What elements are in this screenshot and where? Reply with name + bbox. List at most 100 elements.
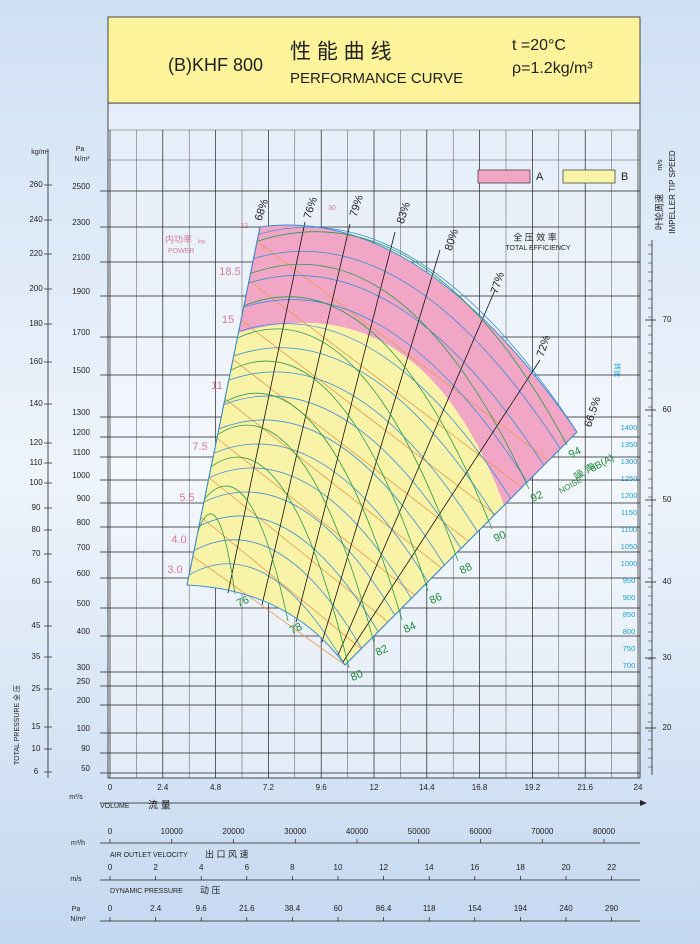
power-line — [256, 241, 549, 461]
flow-h-label: 80000 — [593, 827, 616, 836]
flow-h-label: 60000 — [469, 827, 492, 836]
kg-tick-label: 180 — [29, 319, 43, 328]
rpm-label: 750 — [623, 644, 636, 653]
speed-curve — [258, 226, 578, 433]
x-tick-label: 2.4 — [157, 783, 169, 792]
noise-curve — [243, 296, 493, 530]
x-tick-label: 7.2 — [263, 783, 275, 792]
kg-tick-label: 80 — [32, 525, 41, 534]
velocity-tick-label: 10 — [334, 863, 343, 872]
kg-tick-label: 15 — [32, 722, 41, 731]
tip-speed-label: 60 — [663, 405, 672, 414]
noise-curve — [210, 456, 350, 669]
power-label: 7.5 — [192, 441, 207, 453]
x-tick-label: 12 — [370, 783, 379, 792]
pa-tick-label: 2300 — [72, 218, 90, 227]
x-tick-label: 21.6 — [577, 783, 593, 792]
x-tick-label: 24 — [634, 783, 643, 792]
kg-tick-label: 140 — [29, 399, 43, 408]
pa-tick-label: 90 — [81, 744, 90, 753]
noise-label: 78 — [288, 621, 304, 637]
pa-tick-label: 100 — [77, 724, 91, 733]
speed-curve — [213, 443, 429, 582]
efficiency-line — [261, 223, 351, 606]
rpm-label: 1150 — [621, 508, 637, 517]
efficiency-line — [337, 289, 496, 656]
speed-curve — [243, 299, 528, 483]
kg-tick-label: 25 — [32, 684, 41, 693]
efficiency-en: TOTAL EFFICIENCY — [505, 245, 571, 252]
speed-curve — [203, 491, 396, 616]
pa-tick-label: 50 — [81, 764, 90, 773]
flow-h-label: 70000 — [531, 827, 554, 836]
speed-curve — [223, 395, 462, 549]
kg-unit: kg/m² — [31, 149, 49, 156]
power-cn: 内功率 — [165, 233, 192, 244]
pa-tick-label: 2100 — [72, 253, 90, 262]
rpm-label: 1300 — [621, 457, 638, 466]
x-arrow — [640, 800, 647, 806]
pa-tick-label: 700 — [77, 543, 91, 552]
x-label: VOLUME — [100, 803, 130, 810]
speed-curve — [218, 419, 445, 566]
velocity-tick-label: 22 — [607, 863, 616, 872]
dynamic-tick-label: 240 — [559, 904, 573, 913]
dynamic-tick-label: 86.4 — [376, 904, 392, 913]
rpm-label: 1050 — [621, 542, 638, 551]
pa-tick-label: 400 — [77, 627, 91, 636]
efficiency-line — [321, 249, 441, 643]
velocity-tick-label: 8 — [290, 863, 295, 872]
tip-speed-cn: 叶轮周速 — [653, 194, 664, 230]
efficiency-line — [295, 231, 396, 623]
dynamic-tick-label: 154 — [468, 904, 482, 913]
dynamic-tick-label: 290 — [605, 904, 619, 913]
x-tick-label: 4.8 — [210, 783, 222, 792]
speed-curve — [238, 323, 512, 499]
power-label: 3.0 — [167, 564, 182, 576]
noise-curve — [250, 263, 530, 490]
flow-h-unit: m³/h — [71, 840, 85, 847]
flow-h-label: 30000 — [284, 827, 307, 836]
velocity-tick-label: 16 — [470, 863, 479, 872]
pa-tick-label: 1900 — [72, 287, 90, 296]
power-label: 4.0 — [171, 534, 186, 546]
noise-curve — [204, 485, 289, 622]
dynamic-unit: Pa — [72, 906, 81, 913]
legend-label: A — [536, 171, 544, 183]
legend-label: B — [621, 171, 628, 183]
noise-label: 88 — [458, 561, 474, 577]
rpm-label: 700 — [623, 661, 636, 670]
pa-tick-label: 1700 — [72, 328, 90, 337]
power-line — [192, 556, 346, 666]
dynamic-tick-label: 118 — [423, 904, 436, 913]
velocity-tick-label: 12 — [379, 863, 388, 872]
rpm-label: 1200 — [621, 491, 638, 500]
x-label-cn: 流 量 — [148, 799, 171, 812]
kg-tick-label: 200 — [29, 284, 43, 293]
envelope — [186, 224, 578, 666]
efficiency-line — [227, 221, 306, 594]
noise-curve — [224, 392, 403, 621]
power-line — [248, 280, 523, 488]
kg-tick-label: 6 — [34, 767, 39, 776]
pa-tick-label: 900 — [77, 494, 91, 503]
rpm-label: 850 — [623, 610, 636, 619]
legend-swatch — [477, 169, 531, 184]
power-label: 11 — [211, 380, 222, 392]
tip-speed-label: 70 — [663, 315, 672, 324]
x-tick-label: 0 — [108, 783, 113, 792]
density: ρ=1.2kg/m³ — [512, 60, 593, 77]
noise-label: 86 — [428, 591, 444, 607]
noise-curve — [217, 424, 375, 644]
power-label: 30 — [328, 205, 336, 212]
kg-tick-label: 120 — [29, 438, 43, 447]
rpm-label: 1100 — [621, 525, 637, 534]
dynamic-tick-label: 0 — [108, 904, 113, 913]
kg-tick-label: 220 — [29, 249, 43, 258]
kg-tick-label: 10 — [32, 744, 41, 753]
power-label: 15 — [222, 314, 234, 326]
velocity-tick-label: 14 — [425, 863, 434, 872]
kg-tick-label: 110 — [30, 458, 43, 467]
x-tick-label: 14.4 — [419, 783, 435, 792]
noise-curve — [256, 231, 568, 446]
